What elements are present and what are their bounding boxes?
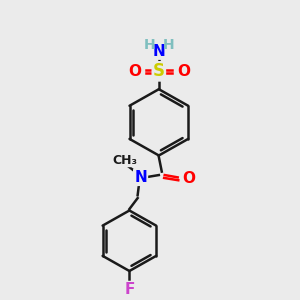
Text: N: N [134,170,147,185]
Text: F: F [124,282,135,297]
Text: H: H [162,38,174,52]
Text: S: S [153,62,165,80]
Text: O: O [182,171,195,186]
Text: O: O [128,64,141,79]
Text: O: O [177,64,190,79]
Text: H: H [144,38,155,52]
Text: N: N [152,44,165,59]
Text: CH₃: CH₃ [112,154,137,166]
